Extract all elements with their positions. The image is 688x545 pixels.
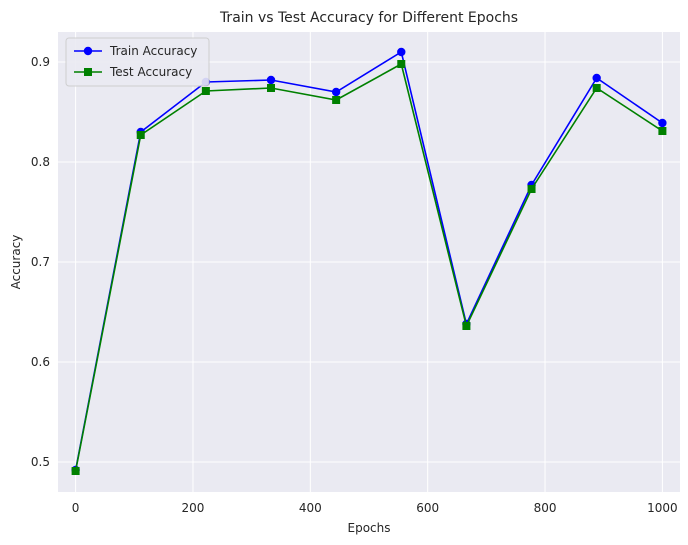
- x-axis-ticks: 0 200 400 600 800 1000: [72, 501, 678, 515]
- y-axis-ticks: 0.5 0.6 0.7 0.8 0.9: [31, 55, 50, 469]
- y-axis-label: Accuracy: [9, 235, 23, 290]
- x-tick-label: 200: [182, 501, 205, 515]
- data-point: [592, 73, 601, 83]
- data-point: [332, 96, 341, 104]
- legend-label: Train Accuracy: [109, 44, 197, 58]
- series-line: [74, 62, 663, 472]
- y-tick-label: 0.5: [31, 455, 50, 469]
- data-point: [266, 75, 276, 85]
- legend-marker: [84, 68, 92, 76]
- chart-title: Train vs Test Accuracy for Different Epo…: [219, 10, 518, 26]
- series-train: [71, 47, 667, 475]
- grid-lines: [58, 32, 680, 492]
- y-tick-label: 0.7: [31, 255, 50, 269]
- legend-marker: [83, 46, 93, 56]
- data-point: [267, 84, 276, 92]
- y-tick-label: 0.9: [31, 55, 50, 69]
- x-tick-label: 1000: [647, 501, 678, 515]
- data-point: [71, 467, 80, 475]
- data-point: [397, 60, 406, 68]
- data-point: [462, 322, 471, 330]
- y-tick-label: 0.6: [31, 355, 50, 369]
- data-point: [397, 47, 406, 57]
- x-tick-label: 0: [72, 501, 80, 515]
- data-point: [658, 127, 667, 135]
- series-layer: [71, 47, 667, 475]
- data-point: [201, 87, 210, 95]
- x-tick-label: 800: [534, 501, 557, 515]
- data-point: [136, 131, 145, 139]
- y-tick-label: 0.8: [31, 155, 50, 169]
- data-point: [527, 185, 536, 193]
- legend: Train Accuracy Test Accuracy: [65, 37, 210, 87]
- x-tick-label: 600: [416, 501, 439, 515]
- series-line: [74, 50, 663, 471]
- legend-box: [65, 37, 210, 87]
- data-point: [658, 118, 667, 128]
- legend-label: Test Accuracy: [109, 65, 192, 79]
- x-tick-label: 400: [299, 501, 322, 515]
- series-test: [71, 60, 667, 475]
- data-point: [592, 84, 601, 92]
- data-point: [331, 87, 341, 97]
- x-axis-label: Epochs: [348, 521, 391, 535]
